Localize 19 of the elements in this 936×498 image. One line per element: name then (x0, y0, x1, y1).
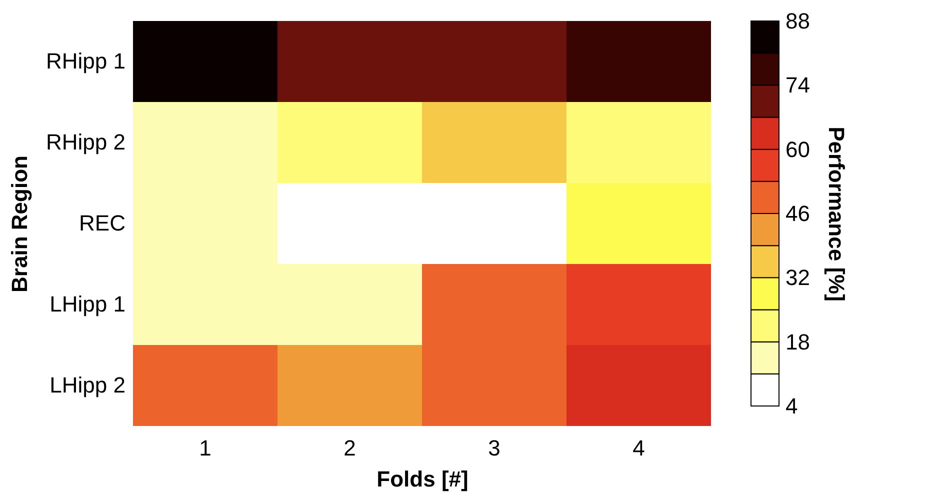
color-bar-label: 4 (786, 394, 798, 418)
color-bar-label: 74 (786, 72, 810, 98)
y-tick-label: RHipp 1 (46, 48, 126, 74)
y-tick-label: LHipp 1 (50, 292, 126, 316)
x-tick-label: 3 (488, 436, 500, 460)
color-bar-title: Performance [%] (824, 126, 849, 302)
x-tick-label: 1 (199, 436, 212, 460)
x-tick-label: 2 (344, 436, 356, 460)
y-axis-title: Brain Region (7, 156, 32, 292)
x-axis-title: Folds [#] (376, 466, 468, 492)
color-bar-label: 32 (786, 265, 810, 290)
y-tick-label: REC (79, 210, 126, 236)
y-tick-label: LHipp 2 (50, 372, 126, 398)
color-bar-label: 60 (786, 136, 810, 162)
color-bar-label: 88 (786, 8, 810, 34)
x-tick-label: 4 (632, 436, 645, 460)
y-tick-label: RHipp 2 (46, 130, 126, 154)
color-bar-label: 46 (786, 201, 810, 226)
color-bar-label: 18 (786, 329, 810, 354)
